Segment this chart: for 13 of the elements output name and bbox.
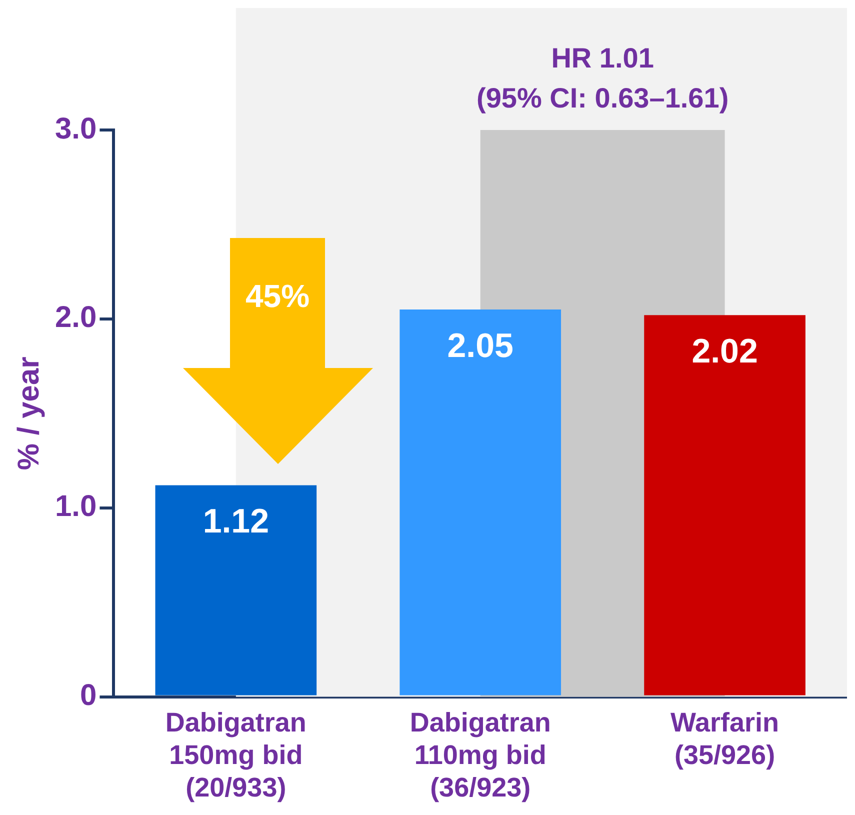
y-tick-label: 2.0 — [54, 301, 97, 334]
y-tick-label: 3.0 — [54, 112, 97, 146]
y-tick-label: 0 — [80, 679, 97, 712]
data-label: 2.05 — [447, 326, 514, 365]
y-tick-label: 1.0 — [54, 490, 97, 524]
annotation: 45% — [244, 278, 311, 315]
x-tick-label: Dabigatran 110mg bid (36/923) — [410, 707, 551, 802]
x-tick-label: Warfarin (35/926) — [670, 707, 780, 770]
band-label: HR 1.01 (95% CI: 0.63–1.61) — [476, 42, 729, 114]
data-label: 1.12 — [202, 502, 270, 541]
x-tick-label: Dabigatran 150mg bid (20/933) — [165, 707, 306, 802]
data-label: 2.02 — [692, 332, 758, 371]
y-axis-title: % / year — [12, 356, 46, 470]
